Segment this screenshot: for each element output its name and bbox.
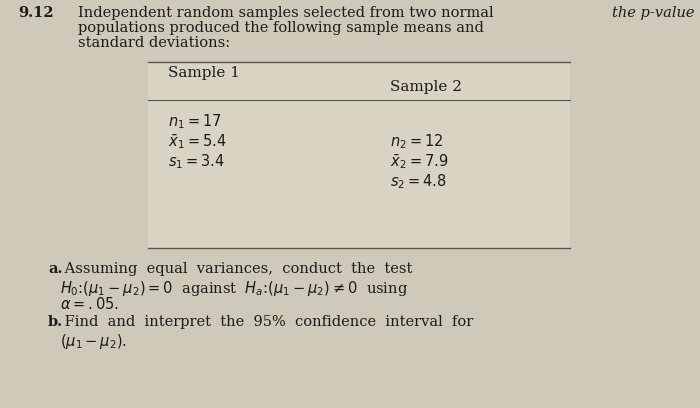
Text: $s_1 = 3.4$: $s_1 = 3.4$ [168, 152, 225, 171]
Text: $n_1 = 17$: $n_1 = 17$ [168, 112, 222, 131]
Text: $s_2 = 4.8$: $s_2 = 4.8$ [390, 172, 447, 191]
Text: $H_0\colon (\mu_1 - \mu_2) = 0$  against  $H_a\colon (\mu_1 - \mu_2) \neq 0$  us: $H_0\colon (\mu_1 - \mu_2) = 0$ against … [60, 279, 408, 298]
Text: a.: a. [48, 262, 62, 276]
Text: standard deviations:: standard deviations: [78, 36, 230, 50]
Text: populations produced the following sample means and: populations produced the following sampl… [78, 21, 484, 35]
Text: 9.12: 9.12 [18, 6, 54, 20]
Text: the p-value: the p-value [612, 6, 695, 20]
Text: Independent random samples selected from two normal: Independent random samples selected from… [78, 6, 493, 20]
FancyBboxPatch shape [148, 62, 570, 248]
Text: Find  and  interpret  the  95%  confidence  interval  for: Find and interpret the 95% confidence in… [60, 315, 473, 329]
Text: $n_2 = 12$: $n_2 = 12$ [390, 132, 443, 151]
Text: b.: b. [48, 315, 63, 329]
Text: Assuming  equal  variances,  conduct  the  test: Assuming equal variances, conduct the te… [60, 262, 412, 276]
Text: Sample 1: Sample 1 [168, 66, 240, 80]
Text: $\bar{x}_2 = 7.9$: $\bar{x}_2 = 7.9$ [390, 152, 448, 171]
Text: $(\mu_1 - \mu_2).$: $(\mu_1 - \mu_2).$ [60, 332, 127, 351]
Text: $\bar{x}_1 = 5.4$: $\bar{x}_1 = 5.4$ [168, 132, 227, 151]
Text: $\alpha = .05.$: $\alpha = .05.$ [60, 296, 119, 312]
Text: Sample 2: Sample 2 [390, 80, 462, 94]
